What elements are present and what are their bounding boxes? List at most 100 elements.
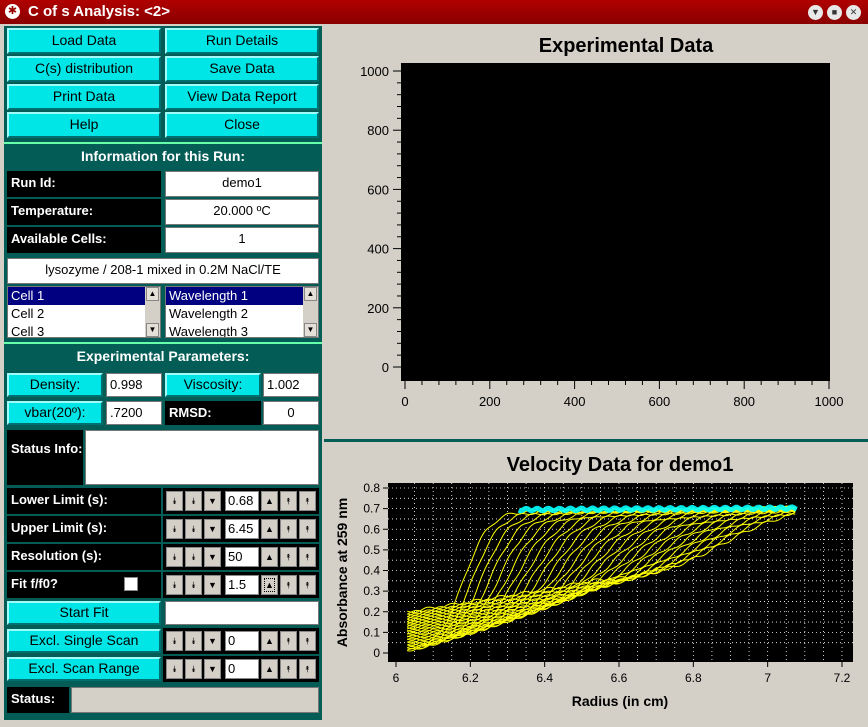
fast-increase-icon[interactable]: ⯭ [299,631,316,651]
x-tick-label: 0 [401,394,408,409]
vbar-input[interactable]: .7200 [106,401,162,425]
upper-limit-value[interactable]: 6.45 [225,519,259,539]
excl-single-scan-counter[interactable]: ⯯ ⯯ ▼ 0 ▲ ⯭ ⯭ [163,628,319,654]
list-item[interactable]: Wavelength 2 [169,306,249,321]
excl-single-scan-value[interactable]: 0 [225,631,259,651]
fit-ff0-checkbox[interactable] [124,577,138,591]
increase-icon[interactable]: ⯭ [280,491,297,511]
plot-divider [324,439,868,442]
fast-decrease-icon[interactable]: ⯯ [166,575,183,595]
list-item[interactable]: Wavelength 1 [166,287,318,305]
excl-scan-range-button[interactable]: Excl. Scan Range [7,657,161,681]
minimize-icon[interactable]: ▼ [808,5,823,20]
increase-icon[interactable]: ⯭ [280,631,297,651]
x-tick-label: 6.8 [685,671,702,685]
scroll-up-icon[interactable]: ▲ [146,287,159,301]
fast-increase-icon[interactable]: ⯭ [299,519,316,539]
decrease-icon[interactable]: ⯯ [185,575,202,595]
fast-decrease-icon[interactable]: ⯯ [166,547,183,567]
step-up-icon[interactable]: ▲ [261,631,278,651]
step-down-icon[interactable]: ▼ [204,491,221,511]
load-data-button[interactable]: Load Data [7,28,161,54]
maximize-icon[interactable]: ■ [827,5,842,20]
decrease-icon[interactable]: ⯯ [185,547,202,567]
view-data-report-button[interactable]: View Data Report [165,84,319,110]
save-data-button[interactable]: Save Data [165,56,319,82]
scan-line [406,507,796,620]
chart-title: Experimental Data [539,35,714,57]
lower-limit-counter[interactable]: ⯯ ⯯ ▼ 0.68 ▲ ⯭ ⯭ [163,488,319,514]
close-window-icon[interactable]: ✕ [846,5,861,20]
increase-icon[interactable]: ⯭ [280,547,297,567]
cell-list[interactable]: Cell 1 Cell 2 Cell 3 ▲ ▼ [7,286,161,338]
experimental-data-chart: Experimental Data 0 200 400 600 800 1000 0 200 40… [360,35,843,409]
fast-increase-icon[interactable]: ⯭ [299,547,316,567]
step-down-icon[interactable]: ▼ [204,631,221,651]
decrease-icon[interactable]: ⯯ [185,631,202,651]
step-down-icon[interactable]: ▼ [204,575,221,595]
print-data-button[interactable]: Print Data [7,84,161,110]
fit-ff0-counter[interactable]: ⯯ ⯯ ▼ 1.5 ▲ ⯭ ⯭ [163,572,319,598]
list-item[interactable]: Wavelength 3 [169,324,249,338]
step-up-icon[interactable]: ▲ [261,575,278,595]
wavelength-list-scrollbar[interactable]: ▲ ▼ [303,287,318,337]
decrease-icon[interactable]: ⯯ [185,491,202,511]
fast-increase-icon[interactable]: ⯭ [299,659,316,679]
cs-distribution-button[interactable]: C(s) distribution [7,56,161,82]
close-button[interactable]: Close [165,112,319,138]
excl-scan-range-value[interactable]: 0 [225,659,259,679]
x-tick-label: 400 [564,394,586,409]
list-item[interactable]: Cell 2 [11,306,45,321]
y-tick-label: 0.6 [363,522,380,536]
scroll-up-icon[interactable]: ▲ [304,287,317,301]
fast-decrease-icon[interactable]: ⯯ [166,519,183,539]
increase-icon[interactable]: ⯭ [280,659,297,679]
step-up-icon[interactable]: ▲ [261,491,278,511]
list-item[interactable]: Cell 3 [11,324,45,338]
run-details-button[interactable]: Run Details [165,28,319,54]
fast-decrease-icon[interactable]: ⯯ [166,659,183,679]
temperature-label: Temperature: [7,199,161,225]
fit-ff0-value[interactable]: 1.5 [225,575,259,595]
fast-increase-icon[interactable]: ⯭ [299,491,316,511]
upper-limit-counter[interactable]: ⯯ ⯯ ▼ 6.45 ▲ ⯭ ⯭ [163,516,319,542]
step-down-icon[interactable]: ▼ [204,519,221,539]
step-up-icon[interactable]: ▲ [261,519,278,539]
start-fit-button[interactable]: Start Fit [7,601,161,625]
lower-limit-value[interactable]: 0.68 [225,491,259,511]
step-down-icon[interactable]: ▼ [204,659,221,679]
excl-scan-range-counter[interactable]: ⯯ ⯯ ▼ 0 ▲ ⯭ ⯭ [163,656,319,682]
wavelength-list[interactable]: Wavelength 1 Wavelength 2 Wavelength 3 ▲… [165,286,319,338]
help-button[interactable]: Help [7,112,161,138]
viscosity-button[interactable]: Viscosity: [165,373,261,397]
vbar-button[interactable]: vbar(20º): [7,401,103,425]
run-id-value: demo1 [165,171,319,197]
step-down-icon[interactable]: ▼ [204,547,221,567]
density-input[interactable]: 0.998 [106,373,162,397]
decrease-icon[interactable]: ⯯ [185,519,202,539]
resolution-counter[interactable]: ⯯ ⯯ ▼ 50 ▲ ⯭ ⯭ [163,544,319,570]
scan-line [406,511,796,615]
y-tick-label: 0.7 [363,502,380,516]
density-button[interactable]: Density: [7,373,103,397]
increase-icon[interactable]: ⯭ [280,519,297,539]
fit-ff0-label: Fit f/f0? [11,576,58,591]
viscosity-input[interactable]: 1.002 [263,373,319,397]
excl-single-scan-button[interactable]: Excl. Single Scan [7,629,161,653]
fast-decrease-icon[interactable]: ⯯ [166,491,183,511]
window-title: C of s Analysis: <2> [28,3,171,20]
step-up-icon[interactable]: ▲ [261,659,278,679]
step-up-icon[interactable]: ▲ [261,547,278,567]
decrease-icon[interactable]: ⯯ [185,659,202,679]
increase-icon[interactable]: ⯭ [280,575,297,595]
scroll-down-icon[interactable]: ▼ [304,323,317,337]
plateau-band [517,504,798,514]
list-item[interactable]: Cell 1 [8,287,160,305]
resolution-value[interactable]: 50 [225,547,259,567]
x-tick-label: 6.4 [536,671,553,685]
fast-increase-icon[interactable]: ⯭ [299,575,316,595]
fast-decrease-icon[interactable]: ⯯ [166,631,183,651]
cell-list-scrollbar[interactable]: ▲ ▼ [145,287,160,337]
fit-ff0-label-cell: Fit f/f0? [7,572,161,598]
scroll-down-icon[interactable]: ▼ [146,323,159,337]
